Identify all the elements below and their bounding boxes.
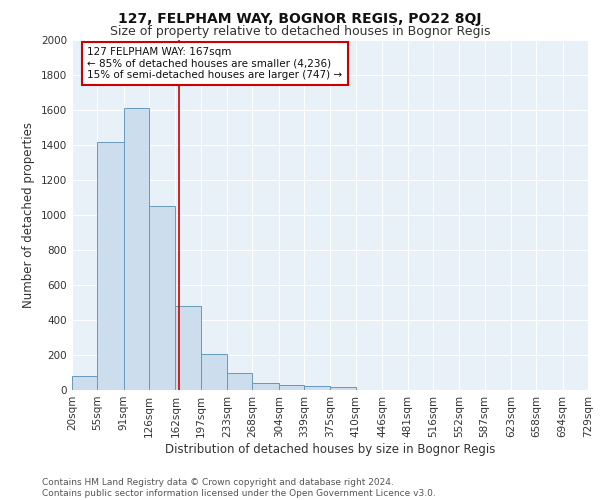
Bar — [331, 387, 356, 390]
Text: 127 FELPHAM WAY: 167sqm
← 85% of detached houses are smaller (4,236)
15% of semi: 127 FELPHAM WAY: 167sqm ← 85% of detache… — [88, 47, 343, 80]
Bar — [304, 386, 331, 390]
Bar — [227, 372, 253, 390]
Bar — [175, 306, 201, 390]
Bar — [201, 354, 227, 390]
Bar — [253, 382, 278, 390]
Bar — [72, 376, 97, 390]
Bar — [278, 385, 304, 390]
Text: Distribution of detached houses by size in Bognor Regis: Distribution of detached houses by size … — [165, 442, 495, 456]
Text: Size of property relative to detached houses in Bognor Regis: Size of property relative to detached ho… — [110, 25, 490, 38]
Y-axis label: Number of detached properties: Number of detached properties — [22, 122, 35, 308]
Text: 127, FELPHAM WAY, BOGNOR REGIS, PO22 8QJ: 127, FELPHAM WAY, BOGNOR REGIS, PO22 8QJ — [118, 12, 482, 26]
Bar — [149, 206, 175, 390]
Text: Contains HM Land Registry data © Crown copyright and database right 2024.
Contai: Contains HM Land Registry data © Crown c… — [42, 478, 436, 498]
Bar — [97, 142, 124, 390]
Bar — [124, 108, 149, 390]
